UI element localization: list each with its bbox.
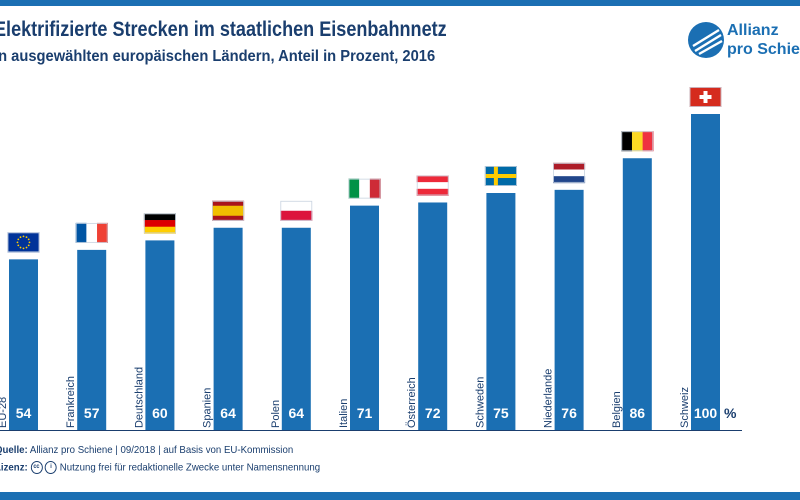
spain-flag <box>212 200 245 221</box>
source-line: Quelle: Allianz pro Schiene | 09/2018 | … <box>0 444 293 456</box>
logo-text: Allianz pro Schiene <box>727 21 800 59</box>
license-label: Lizenz: <box>0 461 28 474</box>
bar-3 <box>213 227 243 430</box>
poland-flag <box>280 200 313 221</box>
italy-flag <box>348 178 381 199</box>
bar-1 <box>77 249 107 430</box>
value-label-8: 76 <box>561 405 577 421</box>
bar-8 <box>554 189 584 430</box>
bar-6 <box>418 202 448 430</box>
top-border <box>0 0 800 6</box>
eu-flag <box>7 232 40 253</box>
category-label-10: Schweiz <box>679 387 691 428</box>
austria-flag <box>416 175 449 196</box>
value-label-10: 100 <box>694 405 718 421</box>
sweden-flag <box>484 166 517 186</box>
chart-title: Elektrifizierte Strecken im staatlichen … <box>0 18 447 41</box>
category-label-5: Italien <box>338 399 350 428</box>
category-label-0: EU-28 <box>0 397 9 428</box>
logo-emblem-icon <box>688 22 724 58</box>
bar-0 <box>9 259 38 430</box>
value-label-5: 71 <box>357 405 373 421</box>
category-label-4: Polen <box>270 400 282 428</box>
value-label-9: 86 <box>630 405 646 421</box>
logo-line-1: Allianz <box>727 22 779 39</box>
category-label-8: Niederlande <box>543 369 555 428</box>
france-flag <box>75 222 108 243</box>
value-label-2: 60 <box>152 405 168 421</box>
germany-flag <box>143 213 176 234</box>
license-line: Lizenz: cc i Nutzung frei für redaktione… <box>0 461 320 474</box>
bar-10 <box>691 114 720 430</box>
source-label: Quelle: <box>0 444 28 456</box>
logo-line-2: pro Schiene <box>727 41 800 58</box>
chart-subtitle: In ausgewählten europäischen Ländern, An… <box>0 48 436 65</box>
bar-7 <box>486 193 516 430</box>
category-label-6: Österreich <box>406 377 418 428</box>
source-text: Allianz pro Schiene | 09/2018 | auf Basi… <box>29 444 294 456</box>
category-label-3: Spanien <box>202 388 214 428</box>
bar-2 <box>145 240 175 430</box>
creative-commons-icon: cc <box>30 461 43 474</box>
category-label-9: Belgien <box>611 391 623 428</box>
value-label-4: 64 <box>289 405 305 421</box>
category-label-2: Deutschland <box>133 367 145 428</box>
value-label-1: 57 <box>84 405 100 421</box>
bottom-border <box>0 492 800 500</box>
bar-5 <box>350 205 379 430</box>
belgium-flag <box>621 131 654 152</box>
unit-label: % <box>724 405 737 421</box>
value-label-7: 75 <box>493 405 509 421</box>
value-label-3: 64 <box>220 405 236 421</box>
attribution-icon: i <box>45 461 58 474</box>
value-label-6: 72 <box>425 405 441 421</box>
value-label-0: 54 <box>16 405 32 421</box>
license-text: Nutzung frei für redaktionelle Zwecke un… <box>59 461 321 474</box>
switzerland-flag <box>689 87 722 107</box>
category-label-7: Schweden <box>474 377 486 428</box>
category-label-1: Frankreich <box>65 376 77 428</box>
netherlands-flag <box>553 162 586 184</box>
allianz-logo: Allianz pro Schiene <box>687 20 800 64</box>
bar-4 <box>281 227 311 430</box>
bar-9 <box>622 158 652 431</box>
